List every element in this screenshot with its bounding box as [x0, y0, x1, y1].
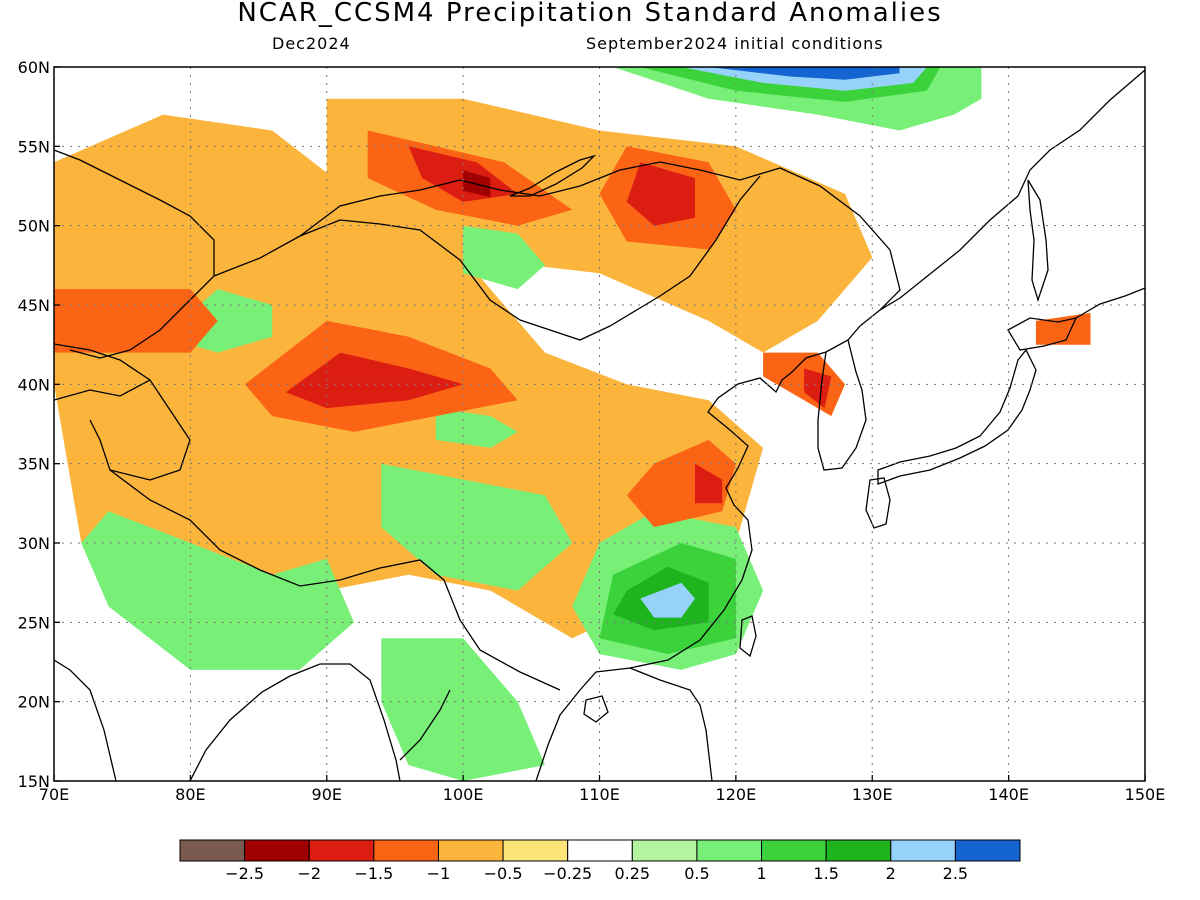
map-title: NCAR_CCSM4 Precipitation Standard Anomal… — [237, 0, 943, 28]
anomaly-region-6 — [381, 638, 545, 781]
map-axes: 70E 80E 90E 100E 110E 120E 130E 140E 150E 15N 20N 2… — [18, 58, 1166, 804]
colorbar-swatch — [567, 839, 633, 862]
anomaly-region-16 — [435, 408, 518, 448]
border-central-asia — [54, 379, 151, 401]
coastline-india — [54, 659, 117, 781]
colorbar-label: 0.25 — [614, 864, 650, 883]
colorbar-swatch — [696, 839, 763, 862]
colorbar-label: 1 — [756, 864, 766, 883]
lat-tick-label: 15N — [18, 772, 50, 791]
lat-tick-label: 30N — [18, 534, 50, 553]
colorbar-label: −1 — [427, 864, 451, 883]
anomaly-region-9 — [640, 582, 695, 618]
coastline-siberia — [859, 69, 1145, 327]
anomaly-region-26 — [695, 463, 723, 504]
colorbar-label: 2 — [886, 864, 896, 883]
anomaly-region-25 — [626, 439, 736, 528]
colorbar-label: −0.5 — [484, 864, 523, 883]
colorbar-swatch — [373, 839, 439, 862]
lon-tick-label: 110E — [579, 785, 620, 804]
lon-tick-label: 130E — [852, 785, 893, 804]
colorbar-label: 0.5 — [684, 864, 709, 883]
border-china-west — [54, 343, 191, 481]
colorbar-swatch — [954, 839, 1021, 862]
colorbar-swatch — [825, 839, 892, 862]
lat-tick-label: 20N — [18, 693, 50, 712]
coastline-japan-kyushu — [865, 477, 891, 529]
initial-conditions: September2024 initial conditions — [586, 34, 884, 53]
lat-tick-label: 45N — [18, 296, 50, 315]
coastline-taiwan — [739, 615, 757, 658]
border-mongolia-russia — [299, 161, 891, 251]
coastlines-and-borders — [54, 69, 1145, 781]
lon-tick-label: 120E — [716, 785, 757, 804]
lon-tick-label: 70E — [39, 785, 69, 804]
lon-tick-label: 90E — [312, 785, 342, 804]
colorbar-swatch — [179, 839, 246, 862]
colorbar-swatch — [437, 839, 504, 862]
anomaly-shading — [54, 67, 1091, 781]
coastline-japan-honshu — [877, 348, 1037, 485]
colorbar-legend: −2.5 −2 −1.5 −1 −0.5 −0.25 0.25 0.5 1 1.5 2 2.5 — [179, 839, 1021, 883]
colorbar-label: 2.5 — [943, 864, 968, 883]
forecast-month: Dec2024 — [272, 34, 351, 53]
border-himalaya — [109, 469, 445, 587]
lon-tick-label: 150E — [1125, 785, 1166, 804]
anomaly-region-28 — [804, 368, 832, 409]
colorbar-label: −2 — [297, 864, 321, 883]
lat-tick-label: 60N — [18, 58, 50, 77]
anomaly-region-4 — [381, 463, 573, 591]
lat-tick-label: 35N — [18, 455, 50, 474]
colorbar-label: −0.25 — [543, 864, 592, 883]
anomaly-region-18 — [285, 352, 464, 409]
anomaly-region-23 — [626, 162, 695, 226]
lon-tick-label: 140E — [988, 785, 1029, 804]
anomaly-region-13 — [708, 67, 900, 80]
coastline-hainan — [583, 695, 609, 723]
border-manchuria — [879, 249, 901, 311]
coastline-bay-of-bengal — [189, 663, 401, 781]
colorbar-swatch — [890, 839, 956, 862]
coastline-sakhalin — [1027, 179, 1049, 303]
border-china-south — [443, 579, 561, 691]
anomaly-region-3 — [81, 511, 355, 670]
colorbar-swatch — [761, 839, 827, 862]
anomaly-region-14 — [463, 225, 545, 290]
border-china-mongolia — [213, 175, 761, 341]
border-kazakhstan — [54, 149, 215, 359]
coastline-lake-baikal — [509, 154, 597, 197]
coastline-china-east — [629, 325, 861, 669]
coastline-indochina-west — [399, 689, 451, 761]
lon-tick-label: 80E — [175, 785, 205, 804]
coastline-korea — [817, 339, 867, 471]
lon-tick-label: 100E — [443, 785, 484, 804]
colorbar-swatch — [631, 839, 698, 862]
anomaly-region-24 — [54, 289, 218, 353]
lat-tick-label: 25N — [18, 613, 50, 632]
colorbar-swatch — [502, 839, 569, 862]
lat-tick-label: 50N — [18, 217, 50, 236]
colorbar-label: −2.5 — [225, 864, 264, 883]
lat-tick-label: 55N — [18, 137, 50, 156]
colorbar-label: 1.5 — [813, 864, 838, 883]
lat-lon-grid — [54, 67, 1145, 781]
coastline-hokkaido — [1007, 317, 1078, 351]
colorbar-swatch — [308, 839, 375, 862]
lat-tick-label: 40N — [18, 375, 50, 394]
colorbar-label: −1.5 — [354, 864, 393, 883]
colorbar-swatch — [244, 839, 310, 862]
coastline-kamchatka-kuril — [1075, 287, 1145, 319]
